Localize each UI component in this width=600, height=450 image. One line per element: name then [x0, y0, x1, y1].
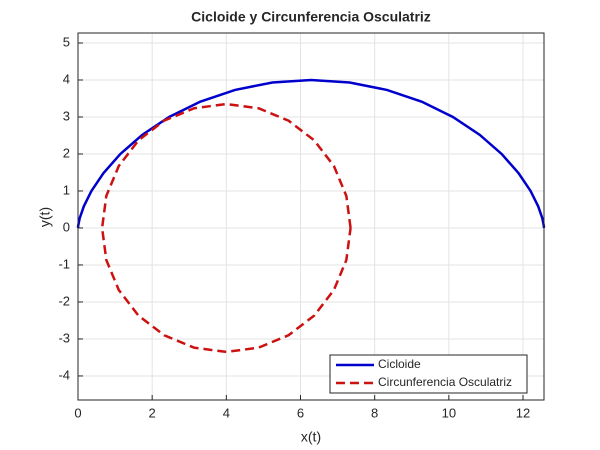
- x-tick-label: 12: [516, 405, 530, 420]
- x-tick-label: 6: [297, 405, 304, 420]
- legend-label: Circunferencia Osculatriz: [378, 375, 512, 389]
- y-tick-label: 0: [63, 219, 70, 234]
- plot-area: [78, 33, 544, 400]
- y-tick-label: -2: [58, 293, 70, 308]
- legend: Cicloide Circunferencia Osculatriz: [329, 354, 528, 394]
- series-line: [100, 102, 352, 354]
- y-axis-label: y(t): [37, 207, 53, 227]
- y-tick-label: 5: [63, 34, 70, 49]
- x-tick-label: 0: [74, 405, 81, 420]
- y-tick-label: -1: [58, 256, 70, 271]
- legend-box: [329, 354, 528, 394]
- x-tick-label: 8: [371, 405, 378, 420]
- chart-title: Cicloide y Circunferencia Osculatriz: [191, 9, 431, 25]
- x-tick-label: 4: [223, 405, 230, 420]
- x-tick-label: 2: [149, 405, 156, 420]
- y-tick-label: 2: [63, 145, 70, 160]
- y-tick-label: -4: [58, 367, 70, 382]
- plot-frame: [77, 32, 545, 401]
- legend-label: Cicloide: [378, 357, 421, 371]
- y-tick-label: 1: [63, 182, 70, 197]
- y-tick-label: 4: [63, 71, 70, 86]
- y-tick-label: -3: [58, 330, 70, 345]
- y-tick-label: 3: [63, 108, 70, 123]
- series-line: [76, 78, 546, 229]
- x-axis-label: x(t): [301, 429, 321, 445]
- x-tick-label: 10: [442, 405, 456, 420]
